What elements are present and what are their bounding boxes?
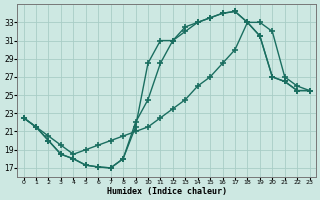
X-axis label: Humidex (Indice chaleur): Humidex (Indice chaleur) <box>107 187 227 196</box>
